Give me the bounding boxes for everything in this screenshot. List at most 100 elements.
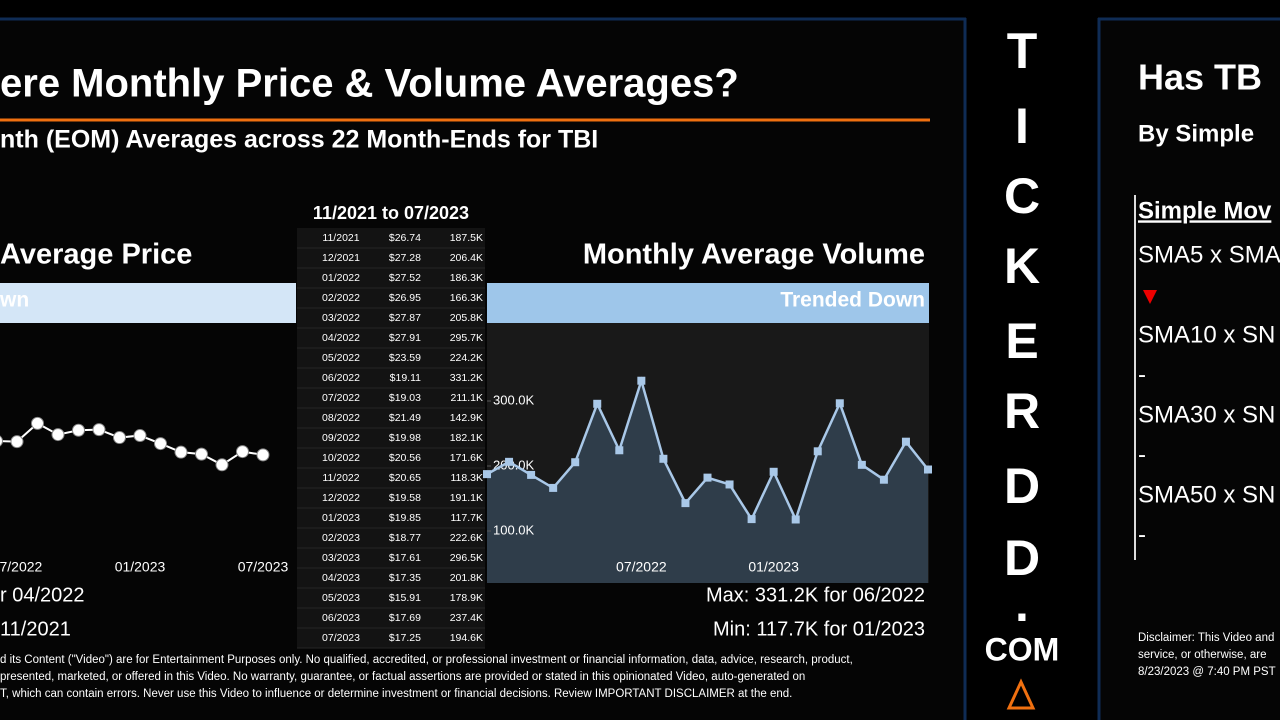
cell: $26.74 (389, 232, 421, 244)
chart-title: Average Price (0, 239, 192, 271)
sma-item: SMA30 x SN (1138, 401, 1275, 428)
price-point (195, 447, 208, 461)
volume-point (924, 465, 932, 474)
chart-title: Monthly Average Volume (583, 239, 925, 271)
cell: $27.91 (389, 332, 421, 344)
price-point (0, 435, 3, 447)
banner-text: Trended Down (780, 289, 925, 312)
cell: $26.95 (389, 292, 421, 304)
disclaimer: Disclaimer: This Video and (1138, 632, 1274, 644)
title: ere Monthly Price & Volume Averages? (0, 62, 739, 106)
cell: 211.1K (451, 392, 484, 404)
sma-item: - (1138, 521, 1146, 548)
cell: 12/2022 (322, 492, 360, 504)
volume-point (571, 458, 580, 467)
price-point (236, 445, 249, 459)
cell: $27.87 (389, 312, 421, 324)
sma-item: SMA50 x SN (1138, 481, 1275, 508)
sma-item: SMA5 x SMA (1138, 241, 1280, 268)
volume-point (549, 483, 558, 492)
y-tick-label: 300.0K (493, 392, 535, 407)
cell: 03/2022 (322, 312, 360, 324)
cell: 03/2023 (322, 552, 360, 564)
cell: 05/2022 (322, 352, 360, 364)
cell: 08/2022 (322, 412, 360, 424)
volume-point (483, 470, 491, 479)
logo-letter: D (1004, 458, 1040, 514)
cell: 194.6K (450, 632, 483, 644)
banner-text: wn (0, 289, 29, 312)
down-arrow (1143, 290, 1157, 304)
price-point (92, 423, 106, 437)
x-tick-label: 07/2023 (238, 559, 289, 575)
cell: 07/2022 (322, 392, 360, 404)
cell: $19.11 (390, 372, 421, 384)
cell: $20.65 (389, 472, 421, 484)
volume-point (703, 473, 712, 482)
cell: 166.3K (450, 292, 483, 304)
cell: $17.25 (389, 632, 421, 644)
cell: $19.85 (389, 512, 421, 524)
cell: 04/2022 (322, 332, 360, 344)
cell: 11/2022 (322, 472, 359, 484)
cell: 10/2022 (322, 452, 360, 464)
volume-point (901, 437, 910, 446)
volume-point (879, 475, 888, 484)
cell: 182.1K (450, 432, 483, 444)
cell: 118.3K (451, 472, 484, 484)
price-point (10, 435, 24, 449)
volume-point (505, 457, 514, 466)
disclaimer: 8/23/2023 @ 7:40 PM PST (1138, 666, 1276, 678)
cell: 191.1K (450, 492, 483, 504)
cell: 01/2022 (322, 272, 360, 284)
volume-point (813, 447, 822, 456)
cell: 237.4K (450, 612, 483, 624)
cell: 186.3K (450, 272, 483, 284)
cell: 02/2022 (322, 292, 360, 304)
price-point (174, 445, 188, 459)
disclaimer: presented, marketed, or offered in this … (0, 671, 805, 683)
banner (0, 283, 296, 323)
volume-point (593, 399, 602, 408)
subtitle: nth (EOM) Averages across 22 Month-Ends … (0, 126, 598, 154)
cell: $15.91 (389, 592, 421, 604)
cell: 06/2022 (322, 372, 360, 384)
cell: 07/2023 (322, 632, 360, 644)
chart-note: Max: 331.2K for 06/2022 (706, 584, 925, 606)
x-tick-label: 01/2023 (748, 559, 799, 575)
volume-point (681, 499, 690, 508)
logo-letter: C (1004, 168, 1040, 224)
cell: 331.2K (450, 372, 483, 384)
volume-area (487, 380, 928, 583)
volume-point (857, 460, 866, 469)
cell: 187.5K (450, 232, 483, 244)
cell: $17.69 (389, 612, 421, 624)
logo-letter: K (1004, 238, 1040, 294)
price-point (113, 431, 126, 445)
price-point (51, 428, 65, 442)
right-title: Has TB (1138, 57, 1262, 98)
cell: 205.8K (450, 312, 483, 324)
volume-point (791, 515, 800, 524)
cell: $21.49 (389, 412, 421, 424)
cell: 04/2023 (322, 572, 360, 584)
sma-item: SMA10 x SN (1138, 321, 1275, 348)
cell: 142.9K (450, 412, 483, 424)
sma-item: - (1138, 441, 1146, 468)
disclaimer: d its Content ("Video") are for Entertai… (0, 654, 853, 666)
table-bg (297, 228, 485, 648)
volume-point (835, 399, 844, 408)
cell: $19.98 (389, 432, 421, 444)
volume-point (637, 376, 646, 385)
chart-note: r 04/2022 (0, 584, 85, 606)
volume-point (747, 515, 756, 524)
cell: 09/2022 (322, 432, 360, 444)
cell: $23.59 (389, 352, 421, 364)
cell: 206.4K (450, 252, 483, 264)
logo-letter: . (1015, 576, 1029, 632)
cell: 117.7K (451, 512, 484, 524)
cell: 296.5K (450, 552, 483, 564)
price-point (31, 416, 44, 430)
cell: 295.7K (450, 332, 483, 344)
